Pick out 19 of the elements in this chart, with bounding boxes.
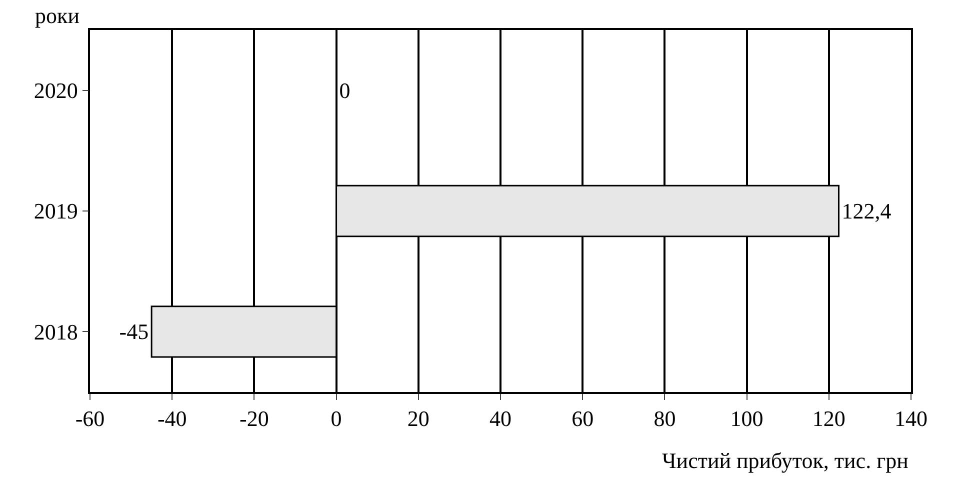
y-tick-label: 2019 (34, 198, 78, 224)
x-tick-label: 20 (407, 406, 430, 432)
x-tick-label: 140 (894, 406, 928, 432)
x-tick-label: 100 (730, 406, 764, 432)
x-tick-label: 80 (654, 406, 676, 432)
data-label: 122,4 (842, 198, 892, 224)
x-tick-label: 120 (812, 406, 846, 432)
x-tick-label: 60 (572, 406, 594, 432)
x-tick-label: -40 (157, 406, 187, 432)
x-axis-title: Чистий прибуток, тис. грн (662, 448, 909, 473)
y-tick-label: 2018 (34, 319, 78, 344)
y-axis-title: роки (35, 3, 80, 28)
x-tick-label: -20 (240, 406, 269, 432)
data-label: 0 (339, 78, 350, 103)
x-tick-label: 0 (330, 406, 342, 432)
y-tick-label: 2020 (34, 78, 78, 104)
x-tick-label: -60 (75, 406, 105, 432)
data-label: -45 (119, 319, 149, 344)
x-tick-label: 40 (490, 406, 512, 432)
